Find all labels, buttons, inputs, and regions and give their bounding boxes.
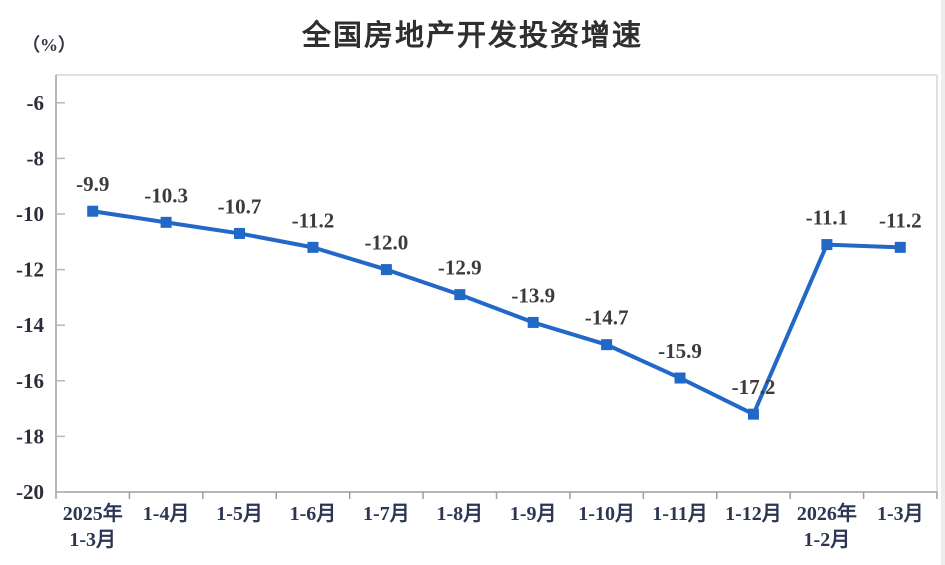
y-tick-label: -12 (16, 258, 44, 282)
y-tick-label: -6 (27, 91, 45, 115)
data-point-marker (234, 227, 246, 239)
data-point-marker (674, 372, 686, 384)
x-category-label: 1-11月 (652, 503, 708, 525)
x-category-label: 2026年 1-2月 (797, 501, 857, 551)
data-point-label: -9.9 (76, 172, 109, 196)
y-tick-label: -18 (16, 424, 44, 448)
y-tick-label: -16 (16, 369, 44, 393)
x-category-label: 1-7月 (363, 503, 410, 525)
chart-title: 全国房地产开发投资增速 (301, 20, 643, 52)
y-axis-unit-label: （%） (22, 35, 76, 55)
data-point-label: -10.3 (144, 183, 188, 207)
data-point-marker (601, 339, 613, 351)
y-tick-label: -14 (16, 313, 44, 337)
data-point-marker (160, 216, 172, 228)
x-category-label: 1-6月 (290, 503, 337, 525)
data-point-label: -10.7 (218, 194, 262, 218)
x-category-label: 1-4月 (143, 503, 190, 525)
data-point-label: -12.9 (438, 256, 482, 280)
data-point-label: -11.1 (806, 206, 849, 230)
y-tick-label: -20 (16, 480, 44, 504)
data-point-label: -13.9 (511, 283, 555, 307)
x-category-label: 2025年 1-3月 (63, 501, 123, 551)
data-point-marker (307, 241, 319, 253)
data-point-marker (527, 316, 539, 328)
data-point-marker (894, 241, 906, 253)
x-category-label: 1-8月 (436, 503, 483, 525)
data-point-marker (821, 239, 833, 251)
data-point-label: -17.2 (732, 375, 776, 399)
x-category-label: 1-5月 (216, 503, 263, 525)
data-point-marker (380, 264, 392, 276)
data-point-marker (454, 289, 466, 301)
data-point-marker (87, 205, 99, 217)
data-point-label: -12.0 (365, 231, 409, 255)
x-category-label: 1-9月 (510, 503, 557, 525)
data-point-label: -15.9 (658, 339, 702, 363)
x-category-label: 1-3月 (877, 503, 924, 525)
data-point-label: -11.2 (292, 208, 335, 232)
data-point-marker (747, 408, 759, 420)
data-line (90, 209, 903, 417)
x-category-label: 1-10月 (578, 503, 635, 525)
data-point-label: -14.7 (585, 306, 629, 330)
y-tick-label: -8 (27, 146, 45, 170)
data-point-label: -11.2 (879, 208, 922, 232)
screenshot-right-edge (941, 0, 945, 565)
y-tick-label: -10 (16, 202, 44, 226)
x-category-label: 1-12月 (725, 503, 782, 525)
